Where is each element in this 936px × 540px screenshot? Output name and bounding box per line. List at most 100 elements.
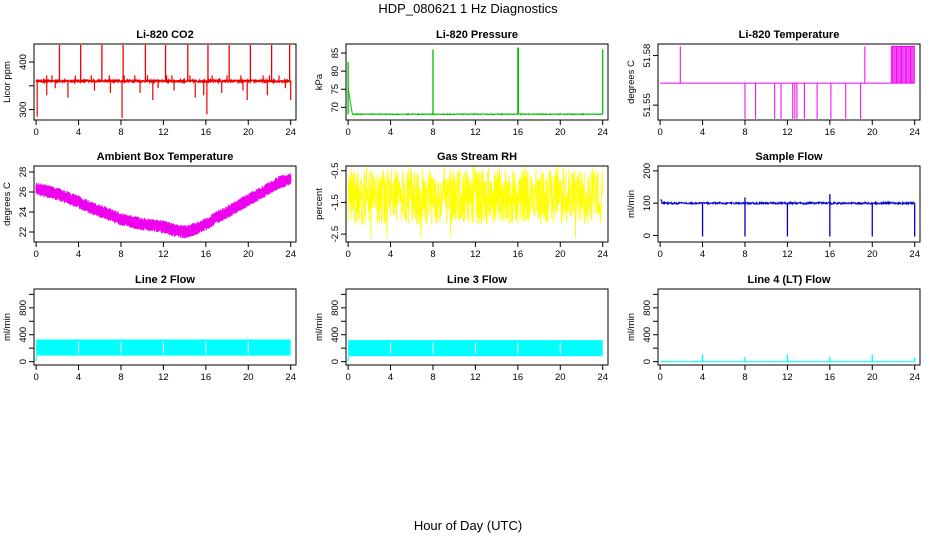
x-tick-label: 20 bbox=[867, 249, 878, 260]
y-tick-label: 51.55 bbox=[642, 93, 653, 117]
y-axis-label: percent bbox=[314, 188, 325, 220]
x-tick-label: 20 bbox=[555, 372, 566, 383]
x-tick-label: 16 bbox=[201, 372, 212, 383]
series-sample_flow bbox=[660, 194, 916, 237]
plot-frame bbox=[33, 288, 297, 366]
y-tick-label: 26 bbox=[18, 187, 29, 198]
panel-box_temp: Ambient Box Temperature 0 4 8 12 16 20 24 22 24 26… bbox=[2, 151, 297, 260]
x-tick-label: 0 bbox=[657, 127, 662, 138]
x-tick-label: 24 bbox=[909, 372, 920, 383]
x-axis-title: Hour of Day (UTC) bbox=[413, 518, 523, 533]
x-tick-label: 24 bbox=[597, 372, 608, 383]
x-tick-label: 16 bbox=[825, 249, 836, 260]
y-axis-label: kPa bbox=[314, 73, 325, 90]
x-tick-label: 0 bbox=[657, 372, 662, 383]
x-tick-label: 12 bbox=[470, 127, 481, 138]
x-tick-label: 12 bbox=[470, 372, 481, 383]
x-tick-label: 24 bbox=[909, 127, 920, 138]
series-box_temp bbox=[35, 173, 292, 239]
plot-frame bbox=[657, 288, 921, 366]
x-tick-label: 4 bbox=[700, 372, 705, 383]
y-tick-label: 24 bbox=[18, 207, 29, 218]
panel-title: Sample Flow bbox=[755, 151, 823, 163]
y-tick-label: -2.5 bbox=[330, 226, 341, 242]
panel-title: Ambient Box Temperature bbox=[97, 151, 234, 163]
y-tick-label: 0 bbox=[330, 359, 341, 364]
x-tick-label: 20 bbox=[243, 372, 254, 383]
y-axis-label: ml/min bbox=[2, 313, 13, 341]
panel-title: Line 3 Flow bbox=[447, 274, 507, 286]
y-tick-label: 400 bbox=[18, 54, 29, 70]
x-tick-label: 12 bbox=[158, 249, 169, 260]
panel-pressure: Li-820 Pressure 0 4 8 12 16 20 24 70 75 80 85 kPa bbox=[314, 29, 609, 138]
y-tick-label: 800 bbox=[642, 300, 653, 316]
plot-frame bbox=[657, 43, 921, 121]
y-tick-label: 400 bbox=[642, 327, 653, 343]
series-co2 bbox=[35, 45, 292, 119]
x-tick-label: 12 bbox=[158, 127, 169, 138]
y-tick-label: 70 bbox=[330, 102, 341, 113]
series-line2 bbox=[35, 339, 291, 362]
panel-title: Li-820 CO2 bbox=[136, 29, 193, 41]
y-tick-label: 28 bbox=[18, 167, 29, 178]
x-tick-label: 8 bbox=[118, 249, 123, 260]
plot-frame bbox=[657, 165, 921, 243]
y-axis-label: ml/min bbox=[626, 190, 637, 218]
x-tick-label: 20 bbox=[243, 127, 254, 138]
x-tick-label: 8 bbox=[742, 372, 747, 383]
y-tick-label: 300 bbox=[18, 102, 29, 118]
plot-frame bbox=[33, 43, 297, 121]
plot-frame bbox=[345, 43, 609, 121]
panel-title: Line 4 (LT) Flow bbox=[748, 274, 831, 286]
x-tick-label: 20 bbox=[243, 249, 254, 260]
x-tick-label: 12 bbox=[158, 372, 169, 383]
x-tick-label: 24 bbox=[285, 249, 296, 260]
x-tick-label: 4 bbox=[76, 249, 81, 260]
x-tick-label: 20 bbox=[867, 127, 878, 138]
series-rh bbox=[347, 166, 604, 238]
x-tick-label: 0 bbox=[33, 372, 38, 383]
plot-frame bbox=[345, 288, 609, 366]
panel-title: Li-820 Temperature bbox=[739, 29, 840, 41]
y-tick-label: 0 bbox=[642, 359, 653, 364]
x-tick-label: 16 bbox=[513, 372, 524, 383]
x-tick-label: 12 bbox=[782, 127, 793, 138]
y-tick-label: 100 bbox=[642, 195, 653, 211]
x-tick-label: 12 bbox=[470, 249, 481, 260]
x-tick-label: 16 bbox=[513, 249, 524, 260]
panel-line4: Line 4 (LT) Flow 0 4 8 12 16 20 24 0 400 800 ml/min bbox=[626, 274, 921, 383]
x-tick-label: 8 bbox=[742, 127, 747, 138]
x-tick-label: 8 bbox=[118, 372, 123, 383]
plot-frame bbox=[33, 165, 297, 243]
x-tick-label: 16 bbox=[201, 249, 212, 260]
series-line3 bbox=[347, 340, 603, 362]
x-tick-label: 24 bbox=[285, 372, 296, 383]
x-tick-label: 16 bbox=[201, 127, 212, 138]
figure-title: HDP_080621 1 Hz Diagnostics bbox=[378, 1, 558, 16]
y-axis-label: degrees C bbox=[626, 60, 637, 104]
series-line4 bbox=[659, 354, 916, 363]
y-tick-label: 51.58 bbox=[642, 44, 653, 68]
panel-sample_flow: Sample Flow 0 4 8 12 16 20 24 0 100 200 ml/min bbox=[626, 151, 921, 260]
x-tick-label: 12 bbox=[782, 372, 793, 383]
x-tick-label: 0 bbox=[345, 249, 350, 260]
y-axis-label: ml/min bbox=[314, 313, 325, 341]
x-tick-label: 0 bbox=[33, 249, 38, 260]
x-tick-label: 24 bbox=[909, 249, 920, 260]
x-tick-label: 0 bbox=[657, 249, 662, 260]
y-tick-label: 400 bbox=[330, 327, 341, 343]
y-tick-label: 85 bbox=[330, 48, 341, 59]
x-tick-label: 8 bbox=[430, 127, 435, 138]
panel-temperature: Li-820 Temperature 0 4 8 12 16 20 24 51.55 51.58 d… bbox=[626, 29, 921, 138]
x-tick-label: 8 bbox=[742, 249, 747, 260]
x-tick-label: 0 bbox=[345, 372, 350, 383]
panel-title: Li-820 Pressure bbox=[436, 29, 518, 41]
y-tick-label: 800 bbox=[330, 300, 341, 316]
y-tick-label: 22 bbox=[18, 227, 29, 238]
y-axis-label: ml/min bbox=[626, 313, 637, 341]
x-tick-label: 16 bbox=[825, 127, 836, 138]
x-tick-label: 24 bbox=[285, 127, 296, 138]
y-axis-label: Licor ppm bbox=[2, 61, 13, 103]
x-tick-label: 20 bbox=[867, 372, 878, 383]
